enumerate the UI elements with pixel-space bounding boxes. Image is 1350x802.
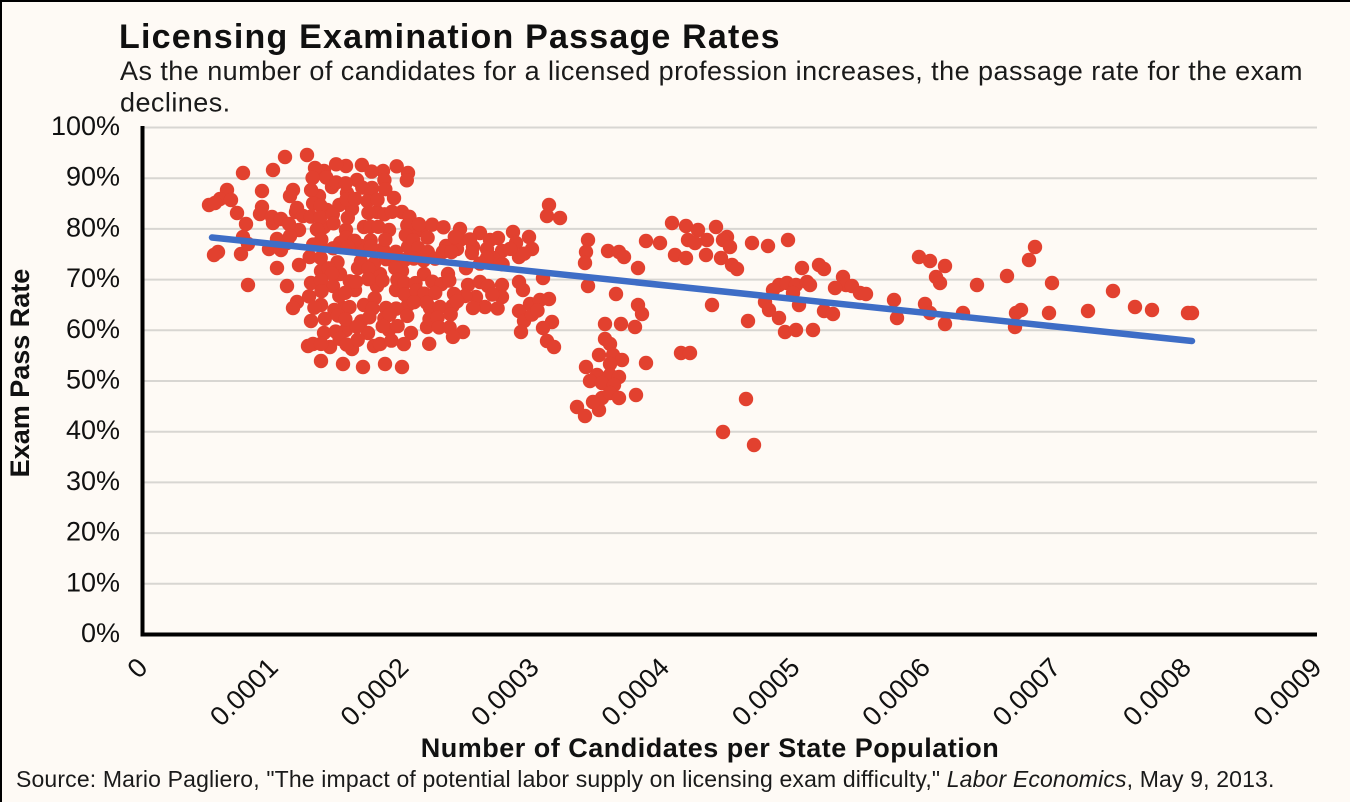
svg-text:0%: 0%	[81, 618, 120, 648]
svg-text:0.0002: 0.0002	[335, 652, 415, 732]
svg-text:0.0001: 0.0001	[204, 652, 284, 732]
svg-text:Source: Mario Pagliero, "The i: Source: Mario Pagliero, "The impact of p…	[16, 766, 1275, 792]
svg-text:Exam Pass Rate: Exam Pass Rate	[5, 269, 35, 478]
svg-text:Number of Candidates per State: Number of Candidates per State Populatio…	[421, 733, 1000, 763]
svg-text:0.0008: 0.0008	[1117, 652, 1197, 732]
svg-text:10%: 10%	[66, 567, 120, 597]
svg-text:70%: 70%	[66, 263, 120, 293]
svg-text:0.0009: 0.0009	[1248, 652, 1328, 732]
svg-text:50%: 50%	[66, 365, 120, 395]
svg-text:Licensing Examination Passage: Licensing Examination Passage Rates	[119, 18, 781, 56]
svg-text:0.0007: 0.0007	[987, 652, 1067, 732]
svg-text:0.0005: 0.0005	[726, 652, 806, 732]
svg-text:0.0006: 0.0006	[856, 652, 936, 732]
svg-text:90%: 90%	[66, 162, 120, 192]
svg-text:0.0004: 0.0004	[596, 652, 676, 732]
svg-text:declines.: declines.	[120, 88, 231, 118]
svg-text:20%: 20%	[66, 517, 120, 547]
svg-text:60%: 60%	[66, 314, 120, 344]
svg-text:80%: 80%	[66, 212, 120, 242]
svg-text:As the number of candidates fo: As the number of candidates for a licens…	[120, 56, 1303, 86]
svg-text:30%: 30%	[66, 466, 120, 496]
svg-text:0.0003: 0.0003	[465, 652, 545, 732]
svg-text:100%: 100%	[51, 111, 120, 141]
svg-text:40%: 40%	[66, 415, 120, 445]
svg-text:0: 0	[122, 652, 154, 684]
